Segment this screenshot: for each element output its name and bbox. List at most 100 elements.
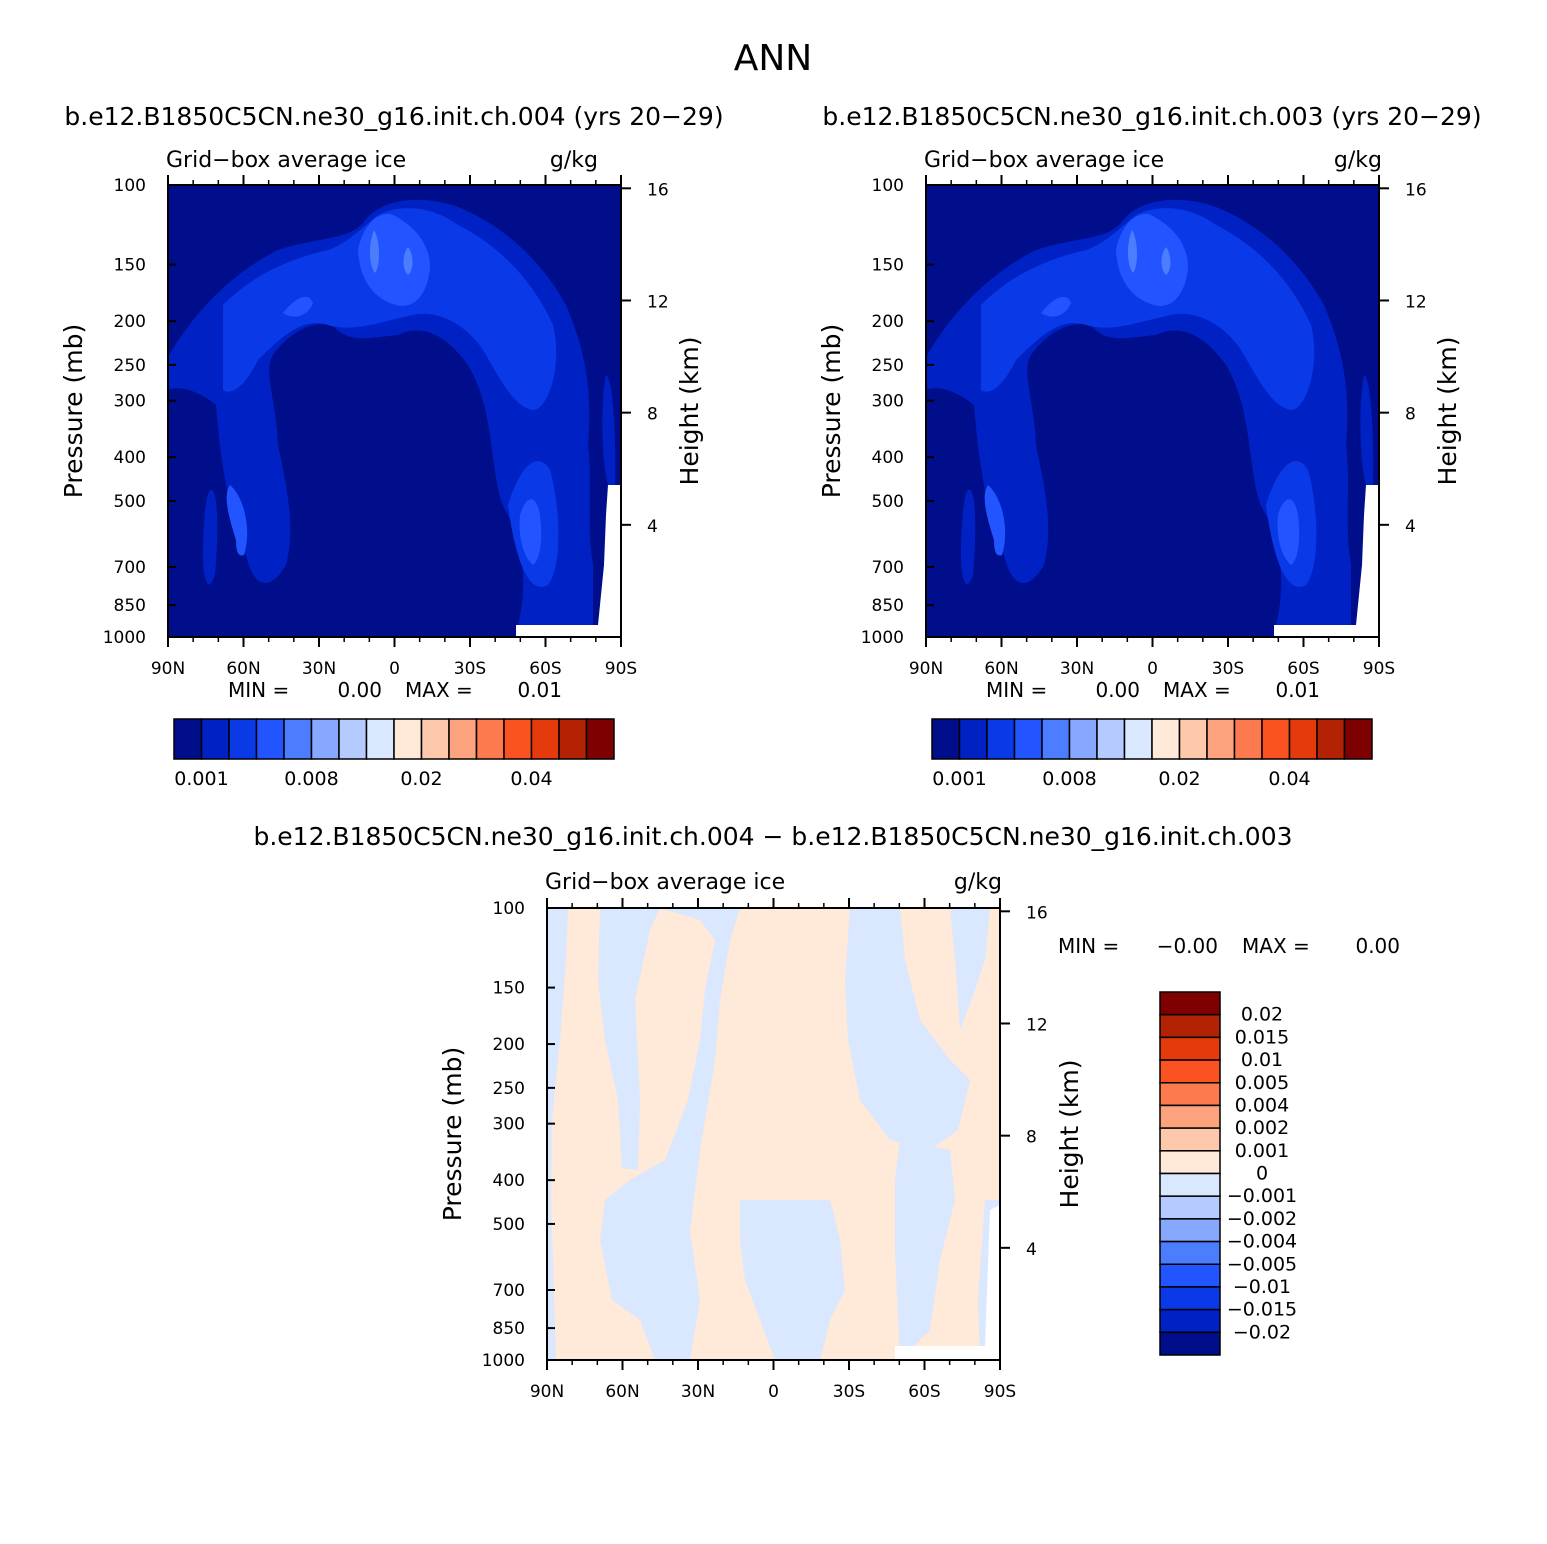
colorbar-label: −0.002 xyxy=(1227,1208,1297,1230)
y-tick-label: 1000 xyxy=(482,1351,525,1371)
colorbar-swatch xyxy=(1178,718,1208,760)
colorbar-swatch xyxy=(1123,718,1153,760)
min-value: −0.00 xyxy=(1157,934,1218,958)
colorbar-swatch xyxy=(448,718,478,760)
colorbar-swatch xyxy=(420,718,450,760)
colorbar-swatch xyxy=(1288,718,1318,760)
y-tick-label: 850 xyxy=(493,1319,525,1339)
max-label: MAX = xyxy=(1242,934,1310,958)
contour-field xyxy=(168,185,621,637)
colorbar-swatch xyxy=(503,718,533,760)
y-tick-label: 200 xyxy=(493,1035,525,1055)
panel-title: b.e12.B1850C5CN.ne30_g16.init.ch.004 (yr… xyxy=(64,102,723,131)
y-tick-label: 850 xyxy=(872,596,904,616)
y-tick-label: 700 xyxy=(493,1281,525,1301)
colorbar-swatch xyxy=(1151,718,1181,760)
panel-ch003: b.e12.B1850C5CN.ne30_g16.init.ch.003 (yr… xyxy=(817,102,1482,790)
y-tick-label: 200 xyxy=(114,312,146,332)
x-axis-ticks: 90N 60N 30N 0 30S 60S 90S xyxy=(909,175,1395,679)
x-tick-label: 30S xyxy=(1212,659,1244,679)
y2-tick-label: 4 xyxy=(1405,517,1416,537)
panel-ch004: b.e12.B1850C5CN.ne30_g16.init.ch.004 (yr… xyxy=(59,102,724,790)
y2-axis-ticks: 16 12 8 4 xyxy=(621,180,669,537)
min-value: 0.00 xyxy=(337,678,382,702)
x-tick-label: 90N xyxy=(151,659,185,679)
colorbar-swatch xyxy=(1159,1263,1221,1288)
colorbar: 0.001 0.008 0.02 0.04 xyxy=(173,718,615,790)
y-tick-label: 250 xyxy=(493,1079,525,1099)
max-label: MAX = xyxy=(405,678,473,702)
colorbar-swatch xyxy=(530,718,560,760)
x-tick-label: 60S xyxy=(908,1382,940,1402)
colorbar-label: 0.002 xyxy=(1235,1117,1289,1139)
colorbar-label: 0.008 xyxy=(1042,768,1096,790)
colorbar-swatch xyxy=(1159,991,1221,1016)
x-tick-label: 60S xyxy=(529,659,561,679)
colorbar-label: 0.001 xyxy=(1235,1140,1289,1162)
panel-subtitle-right: g/kg xyxy=(550,148,598,173)
y-tick-label: 400 xyxy=(872,448,904,468)
y2-tick-label: 12 xyxy=(1026,1015,1048,1035)
colorbar-swatch xyxy=(1068,718,1098,760)
colorbar-label: 0.04 xyxy=(510,768,552,790)
y2-axis-label: Height (km) xyxy=(1433,337,1462,486)
y2-tick-label: 8 xyxy=(1026,1128,1037,1148)
colorbar-swatch xyxy=(338,718,368,760)
y-tick-label: 250 xyxy=(114,356,146,376)
y-tick-label: 500 xyxy=(114,492,146,512)
panel-subtitle-left: Grid−box average ice xyxy=(166,148,406,173)
page-title: ANN xyxy=(734,38,813,79)
y-tick-label: 150 xyxy=(493,979,525,999)
y-tick-label: 500 xyxy=(493,1215,525,1235)
x-axis-ticks: 90N 60N 30N 0 30S 60S 90S xyxy=(151,175,637,679)
contour-field xyxy=(926,185,1379,637)
colorbar-label: 0.04 xyxy=(1268,768,1310,790)
colorbar-label: 0.01 xyxy=(1241,1049,1283,1071)
colorbar-label: 0.015 xyxy=(1235,1026,1289,1048)
x-tick-label: 90S xyxy=(984,1382,1016,1402)
y2-axis-label: Height (km) xyxy=(1055,1060,1084,1209)
panel-subtitle-left: Grid−box average ice xyxy=(545,870,785,895)
colorbar-swatch xyxy=(393,718,423,760)
x-tick-label: 90N xyxy=(530,1382,564,1402)
min-value: 0.00 xyxy=(1095,678,1140,702)
x-tick-label: 0 xyxy=(1147,659,1158,679)
panel-subtitle-right: g/kg xyxy=(1334,148,1382,173)
y-axis-label: Pressure (mb) xyxy=(438,1047,467,1221)
colorbar-label: −0.004 xyxy=(1227,1231,1297,1253)
colorbar-label: −0.02 xyxy=(1233,1321,1291,1343)
colorbar-swatch xyxy=(1159,1104,1221,1129)
y2-tick-label: 4 xyxy=(1026,1240,1037,1260)
y-axis-ticks: 100 150 200 250 300 400 500 700 850 1000 xyxy=(861,176,934,648)
colorbar-swatch xyxy=(1233,718,1263,760)
colorbar: 0.020.0150.010.0050.0040.0020.0010−0.001… xyxy=(1159,991,1297,1356)
colorbar-label: −0.001 xyxy=(1227,1185,1297,1207)
x-tick-label: 60N xyxy=(226,659,260,679)
y2-tick-label: 16 xyxy=(647,180,669,200)
colorbar-swatch xyxy=(1013,718,1043,760)
colorbar-swatch xyxy=(365,718,395,760)
colorbar-label: 0.005 xyxy=(1235,1072,1289,1094)
colorbar-swatch xyxy=(1041,718,1071,760)
y-tick-label: 100 xyxy=(114,176,146,196)
y2-tick-label: 8 xyxy=(1405,405,1416,425)
panel-title: b.e12.B1850C5CN.ne30_g16.init.ch.003 (yr… xyxy=(822,102,1481,131)
y-axis-ticks: 100 150 200 250 300 400 500 700 850 1000 xyxy=(482,899,555,1371)
y-tick-label: 150 xyxy=(114,256,146,276)
colorbar-swatch xyxy=(1159,1218,1221,1243)
colorbar-swatch xyxy=(1096,718,1126,760)
x-tick-label: 0 xyxy=(768,1382,779,1402)
colorbar-label: 0.02 xyxy=(1158,768,1200,790)
colorbar-swatch xyxy=(173,718,203,760)
y-tick-label: 850 xyxy=(114,596,146,616)
y-tick-label: 300 xyxy=(114,392,146,412)
y-tick-label: 100 xyxy=(872,176,904,196)
colorbar-swatch xyxy=(1261,718,1291,760)
y2-tick-label: 16 xyxy=(1405,180,1427,200)
x-tick-label: 60N xyxy=(984,659,1018,679)
panel-subtitle-left: Grid−box average ice xyxy=(924,148,1164,173)
y2-tick-label: 8 xyxy=(647,405,658,425)
colorbar-label: 0.02 xyxy=(400,768,442,790)
x-tick-label: 90S xyxy=(1363,659,1395,679)
